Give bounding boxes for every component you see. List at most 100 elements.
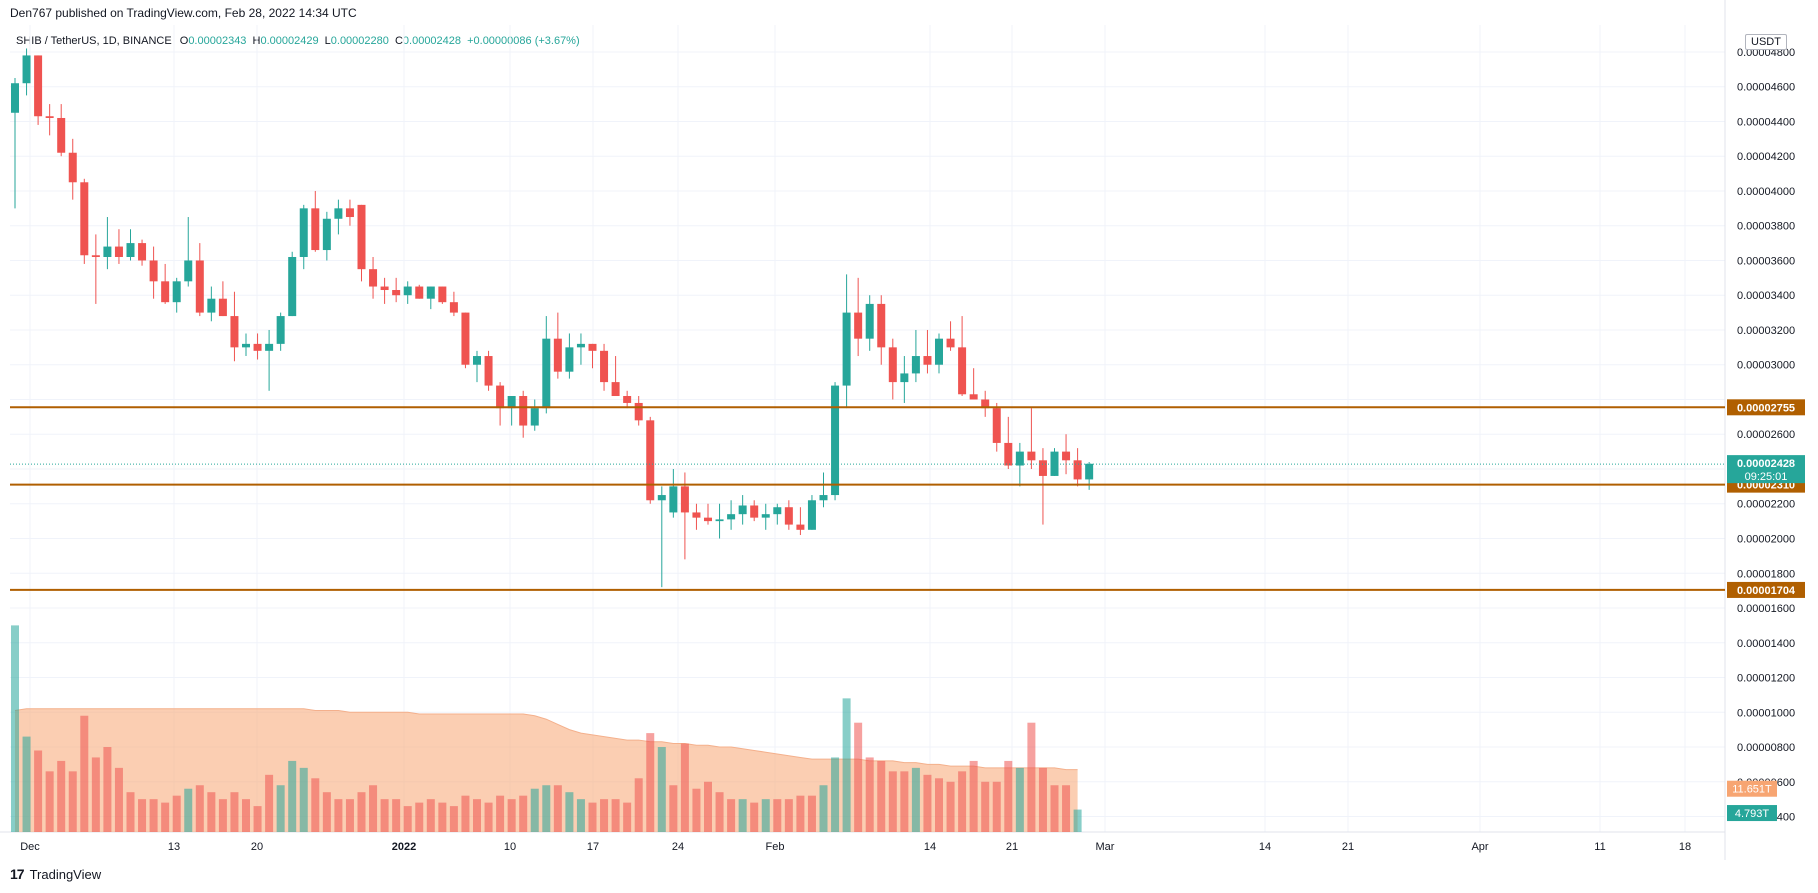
candle-body <box>854 312 863 339</box>
candle-body <box>958 347 967 395</box>
volume-bar <box>519 795 528 832</box>
volume-bar <box>57 760 66 832</box>
volume-bar <box>761 799 770 832</box>
volume-bar <box>172 795 181 832</box>
candle-body <box>819 495 828 501</box>
candle-body <box>1073 460 1082 480</box>
x-tick-label: 21 <box>1342 841 1354 853</box>
candle-body <box>831 385 840 496</box>
volume-label-bg-1 <box>1727 780 1777 797</box>
x-tick-label: 21 <box>1006 841 1018 853</box>
candle-body <box>369 269 378 287</box>
volume-bar <box>831 757 840 832</box>
candle-body <box>669 486 678 513</box>
x-tick-label: 20 <box>251 841 263 853</box>
candle-body <box>195 260 204 313</box>
candle-body <box>680 486 689 513</box>
currency-badge[interactable]: USDT <box>1745 34 1787 50</box>
tradingview-brand[interactable]: 17 TradingView <box>10 866 101 882</box>
volume-bar <box>969 760 978 832</box>
volume-bar <box>207 792 216 832</box>
candle-body <box>761 514 770 518</box>
volume-bar <box>1015 767 1024 832</box>
close-value: 0.00002428 <box>402 35 462 47</box>
candle-body <box>877 303 886 348</box>
volume-bar <box>426 799 435 832</box>
candle-body <box>992 408 1001 443</box>
candle-body <box>253 343 262 351</box>
candle-body <box>553 338 562 372</box>
candle-body <box>322 218 331 251</box>
candle-body <box>114 246 123 257</box>
candle-body <box>784 507 793 525</box>
volume-bar <box>484 802 493 832</box>
symbol-legend: SHIB / TetherUS, 1D, BINANCE O0.00002343… <box>16 35 580 47</box>
brand-text: TradingView <box>29 866 102 882</box>
candle-body <box>103 246 112 257</box>
y-tick-label: 0.00001800 <box>1737 568 1795 580</box>
candle-body <box>911 356 920 374</box>
candle-body <box>900 373 909 383</box>
candle-body <box>1038 460 1047 476</box>
volume-bar <box>553 785 562 832</box>
level-label-bg-1 <box>1727 399 1805 416</box>
volume-bar <box>218 799 227 832</box>
volume-bar <box>311 778 320 832</box>
candle-body <box>842 312 851 386</box>
volume-bar <box>195 785 204 832</box>
candle-body <box>715 519 724 522</box>
last-price-label-bg <box>1727 455 1805 484</box>
open-label: O <box>179 35 189 47</box>
volume-bar <box>958 771 967 832</box>
volume-bar <box>276 785 285 832</box>
price-chart[interactable]: 0.000027550.000023100.000017040.00002428… <box>0 0 1818 860</box>
candle-body <box>484 356 493 386</box>
volume-bar <box>45 771 54 832</box>
y-tick-label: 0.00003000 <box>1737 360 1795 372</box>
volume-bar <box>923 774 932 832</box>
candle-body <box>981 399 990 409</box>
candle-body <box>646 420 655 501</box>
volume-bar <box>230 792 239 832</box>
candle-body <box>1062 451 1071 461</box>
y-tick-label: 0.00002600 <box>1737 429 1795 441</box>
candle-body <box>80 182 89 256</box>
candle-body <box>704 517 712 522</box>
volume-bar <box>68 771 77 832</box>
volume-bar <box>288 760 297 832</box>
volume-bar <box>992 781 1001 832</box>
volume-bar <box>634 778 643 832</box>
x-tick-label: Dec <box>20 841 40 853</box>
volume-bar <box>369 785 378 832</box>
volume-ma-line <box>14 708 1078 771</box>
volume-bar <box>1004 760 1013 832</box>
volume-bar <box>184 788 193 832</box>
candle-body <box>22 55 31 84</box>
volume-bar <box>623 802 632 832</box>
candle-body <box>1015 451 1024 466</box>
candle-body <box>727 514 736 520</box>
y-tick-label: 0.00004600 <box>1737 82 1795 94</box>
symbol-name[interactable]: SHIB / TetherUS, 1D, BINANCE <box>16 35 172 47</box>
candle-body <box>230 316 239 348</box>
candle-body <box>611 382 620 397</box>
volume-bar <box>750 802 759 832</box>
volume-bar <box>796 795 805 832</box>
candle-body <box>1027 451 1036 461</box>
candle-body <box>415 286 424 299</box>
candle-body <box>449 302 458 313</box>
volume-bar <box>403 806 412 832</box>
volume-bar <box>877 760 886 832</box>
candle-body <box>68 152 77 183</box>
candle-body <box>750 505 759 518</box>
volume-bar <box>807 795 816 832</box>
level-label-bg-3 <box>1727 581 1805 598</box>
volume-bar <box>299 767 308 832</box>
candle-body <box>218 298 227 317</box>
candle-body <box>34 55 43 117</box>
volume-bar <box>715 792 724 832</box>
candle-body <box>438 286 447 303</box>
volume-bar <box>611 799 620 832</box>
y-tick-label: 0.00001600 <box>1737 603 1795 615</box>
volume-bar <box>357 792 366 832</box>
